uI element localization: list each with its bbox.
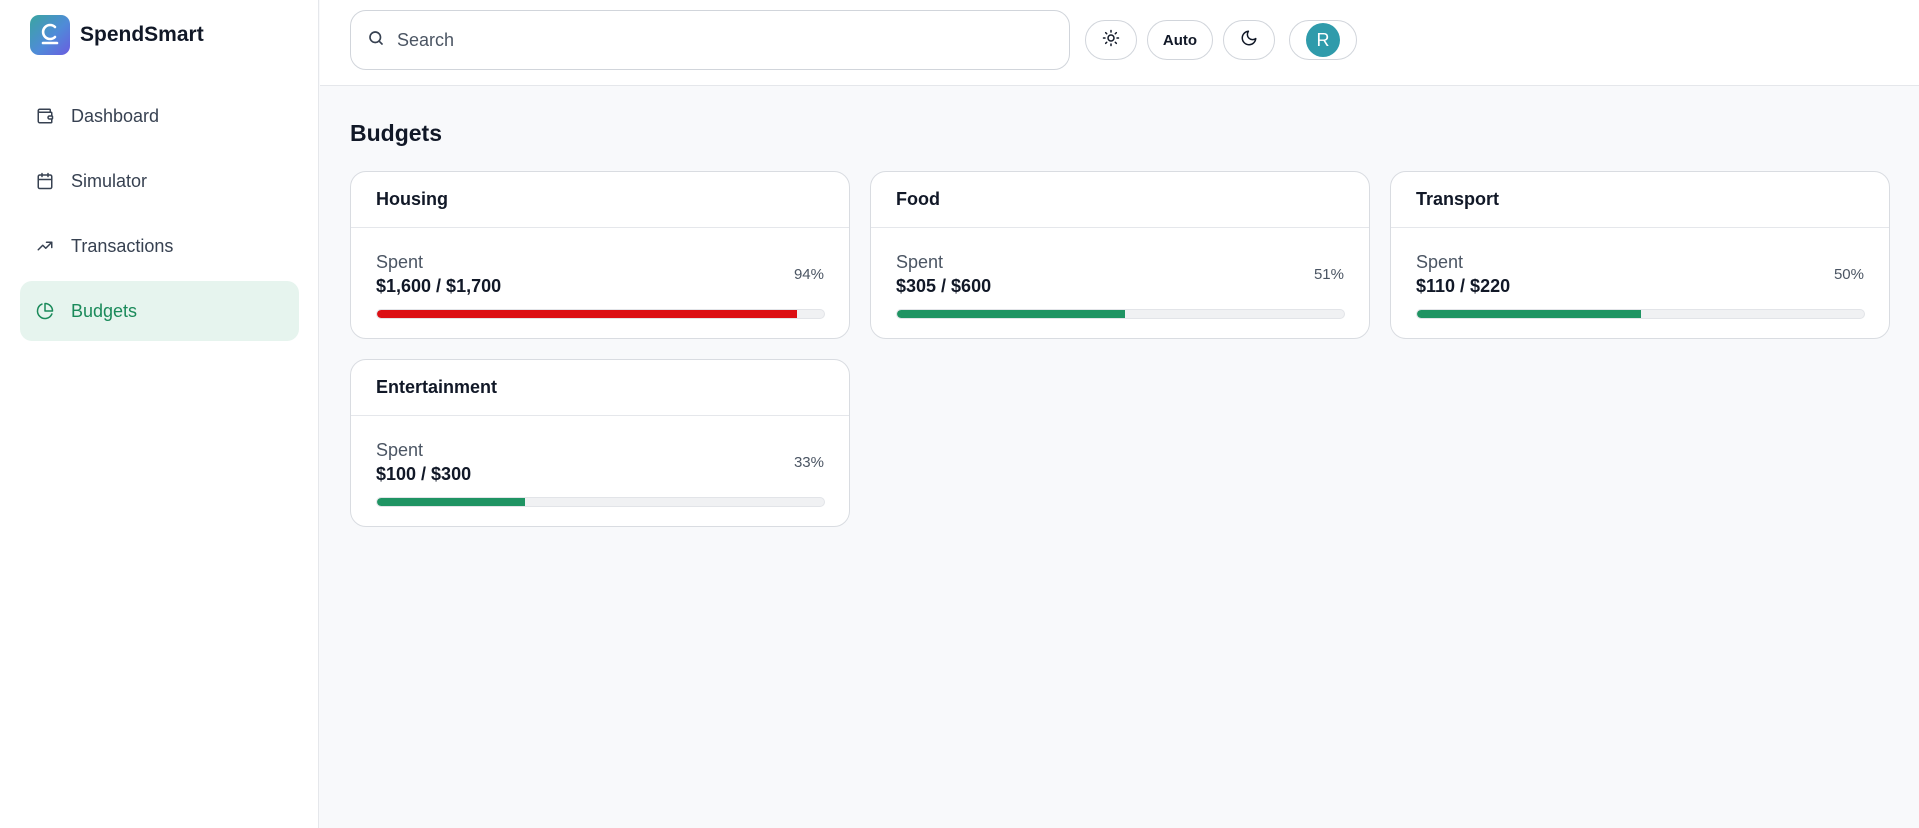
budget-name: Entertainment: [351, 360, 849, 416]
progress-bar: [376, 497, 825, 507]
top-bar: Auto R: [320, 0, 1919, 86]
logo-icon: [30, 15, 70, 55]
progress-fill: [377, 310, 798, 318]
budget-card-transport[interactable]: Transport Spent $110 / $220 50%: [1390, 171, 1890, 339]
pie-chart-icon: [35, 301, 55, 321]
app-name: SpendSmart: [80, 23, 204, 46]
search-input[interactable]: [397, 29, 1037, 51]
sidebar-item-simulator[interactable]: Simulator: [20, 151, 299, 211]
budget-card-food[interactable]: Food Spent $305 / $600 51%: [870, 171, 1370, 339]
sidebar-nav: Dashboard Simulator Transactions: [20, 86, 299, 346]
percent-label: 51%: [1313, 266, 1344, 283]
budget-card-housing[interactable]: Housing Spent $1,600 / $1,700 94%: [350, 171, 850, 339]
sidebar-item-label: Budgets: [71, 300, 138, 321]
percent-label: 50%: [1833, 266, 1864, 283]
progress-bar: [1416, 309, 1865, 319]
budget-card-entertainment[interactable]: Entertainment Spent $100 / $300 33%: [350, 359, 850, 527]
light-theme-button[interactable]: [1085, 20, 1137, 60]
search-box[interactable]: [350, 10, 1070, 70]
spent-label: Spent: [376, 440, 424, 460]
budget-name: Transport: [1391, 172, 1889, 228]
progress-bar: [896, 309, 1345, 319]
progress-fill: [897, 310, 1125, 318]
avatar: R: [1306, 23, 1340, 57]
spent-label: Spent: [376, 252, 424, 272]
dark-theme-button[interactable]: [1223, 20, 1275, 60]
budget-name: Housing: [351, 172, 849, 228]
sidebar-item-dashboard[interactable]: Dashboard: [20, 86, 299, 146]
spent-amount: $1,600 / $1,700: [376, 276, 502, 296]
progress-fill: [377, 498, 525, 506]
percent-label: 94%: [793, 266, 824, 283]
user-menu-button[interactable]: R: [1289, 20, 1357, 60]
search-icon: [367, 29, 385, 52]
budget-name: Food: [871, 172, 1369, 228]
spent-label: Spent: [896, 252, 944, 272]
calendar-icon: [35, 171, 55, 191]
sidebar: SpendSmart Dashboard Simulator: [0, 0, 319, 828]
sun-icon: [1102, 29, 1120, 51]
sidebar-item-budgets[interactable]: Budgets: [20, 281, 299, 341]
sidebar-item-label: Simulator: [71, 170, 148, 191]
progress-fill: [1417, 310, 1641, 318]
sidebar-item-label: Dashboard: [71, 105, 160, 126]
brand[interactable]: SpendSmart: [30, 15, 204, 55]
sidebar-item-label: Transactions: [71, 235, 174, 256]
spent-amount: $305 / $600: [896, 276, 992, 296]
page-title: Budgets: [350, 120, 442, 146]
wallet-icon: [35, 106, 55, 126]
trend-icon: [35, 236, 55, 256]
percent-label: 33%: [793, 454, 824, 471]
progress-bar: [376, 309, 825, 319]
sidebar-item-transactions[interactable]: Transactions: [20, 216, 299, 276]
spent-label: Spent: [1416, 252, 1464, 272]
spent-amount: $100 / $300: [376, 464, 472, 484]
moon-icon: [1240, 29, 1258, 51]
spent-amount: $110 / $220: [1416, 276, 1511, 296]
auto-theme-button[interactable]: Auto: [1147, 20, 1213, 60]
